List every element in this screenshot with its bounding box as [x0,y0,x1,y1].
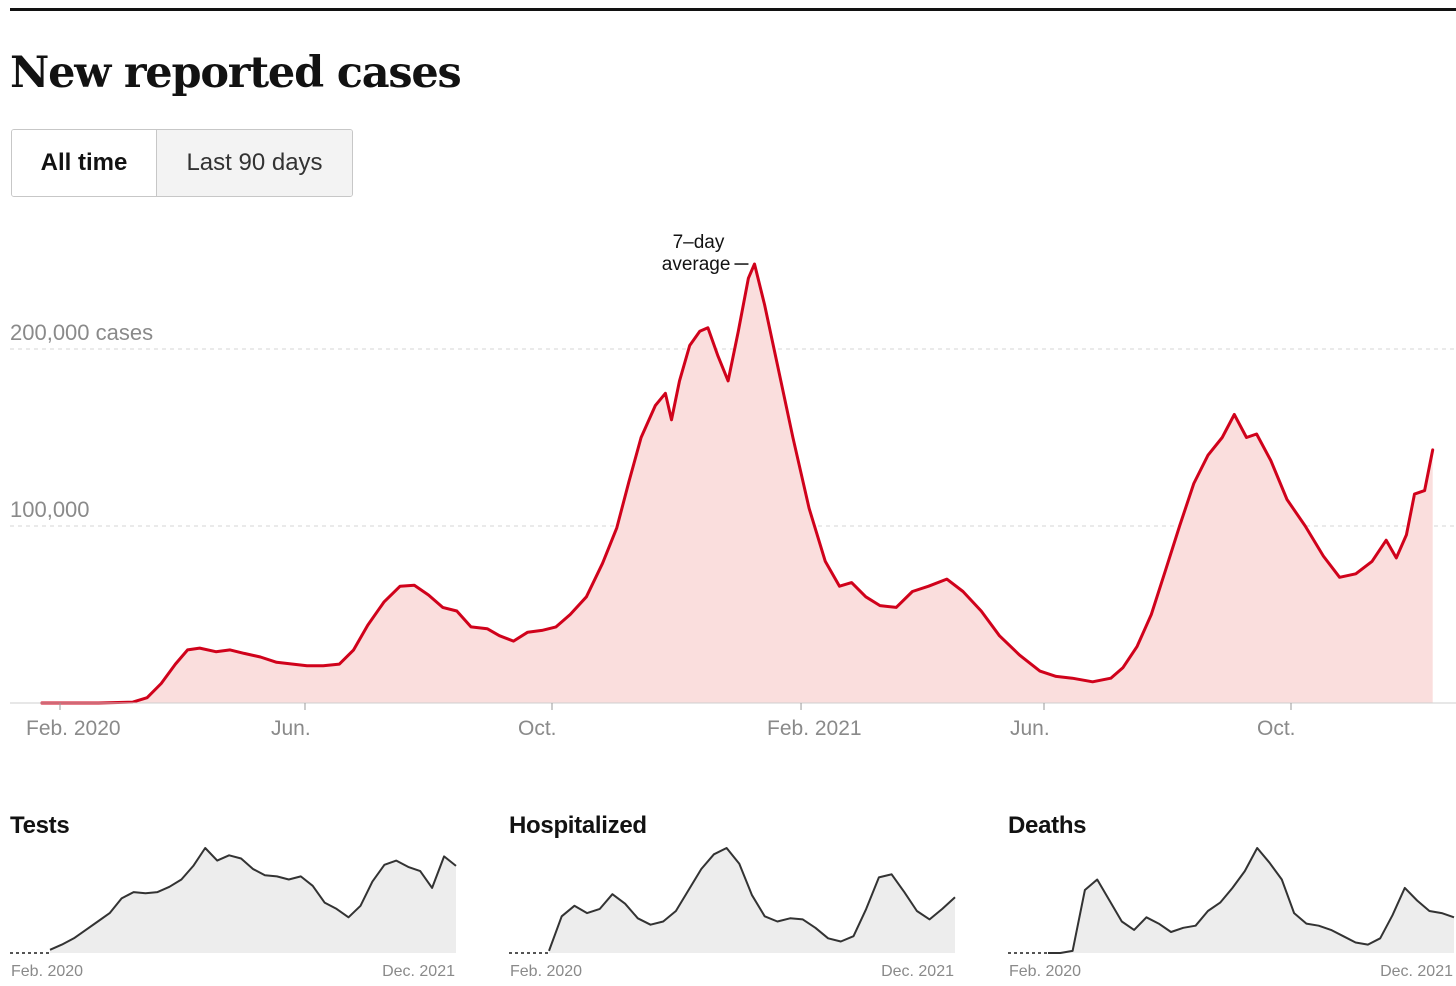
deaths-chart: Deaths Feb. 2020 Dec. 2021 [1008,808,1456,986]
x-tick-label-1: Jun. [271,717,311,740]
cases-area [41,264,1433,703]
tests-title: Tests [10,812,70,839]
mini-area [50,848,456,953]
mini-line [49,847,457,951]
mini-x-label-start: Feb. 2020 [510,963,582,980]
time-range-toggle: All time Last 90 days [11,129,353,197]
mini-x-label-end: Dec. 2021 [881,963,954,980]
x-tick-label-4: Jun. [1010,717,1050,740]
top-rule [10,8,1456,11]
annotation-label-line2: average [662,254,731,275]
mini-line [548,847,956,952]
last-90-days-button[interactable]: Last 90 days [157,130,352,196]
cases-chart: 100,000 200,000 cases Feb. 2020 Jun. Oct. Feb… [10,232,1456,740]
tests-chart: Tests Feb. 2020 Dec. 2021 [10,808,460,986]
mini-x-label-start: Feb. 2020 [1009,963,1081,980]
mini-x-label-end: Dec. 2021 [382,963,455,980]
y-tick-label-0: 100,000 [10,497,90,522]
x-tick-label-2: Oct. [518,717,557,740]
mini-x-label-start: Feb. 2020 [11,963,83,980]
mini-area [549,848,955,953]
mini-x-label-end: Dec. 2021 [1380,963,1453,980]
page-title: New reported cases [10,48,462,98]
seven-day-average-line [40,262,1435,705]
x-tick-label-5: Oct. [1257,717,1296,740]
deaths-title: Deaths [1008,812,1087,839]
mini-area [1048,848,1454,953]
hospitalized-title: Hospitalized [509,812,647,839]
x-tick-label-0: Feb. 2020 [26,717,121,740]
annotation-label-line1: 7–day [673,232,725,253]
mini-line [1048,847,1455,954]
all-time-button[interactable]: All time [12,130,157,196]
y-tick-label-1: 200,000 cases [10,320,153,345]
hospitalized-chart: Hospitalized Feb. 2020 Dec. 2021 [509,808,959,986]
x-tick-label-3: Feb. 2021 [767,717,862,740]
